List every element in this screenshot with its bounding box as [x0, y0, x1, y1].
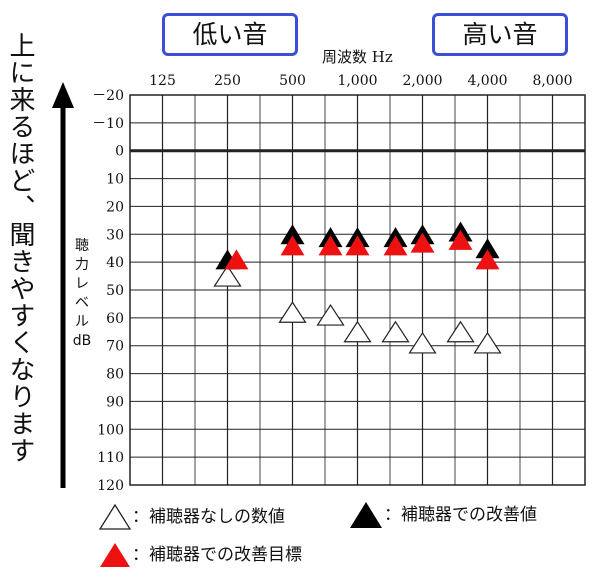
- legend-label-improved-value: ：補聴器での改善値: [384, 505, 537, 525]
- marker-without-hearing-aid: [473, 331, 502, 354]
- legend-label-improvement-target: ：補聴器での改善目標: [132, 545, 302, 565]
- marker-without-hearing-aid: [446, 320, 475, 343]
- y-axis-label: 力: [75, 257, 89, 273]
- y-axis-label: ベ: [75, 295, 89, 311]
- y-tick-label: 70: [106, 339, 124, 355]
- legend-label-without-hearing-aid: ：補聴器なしの数値: [132, 507, 285, 527]
- marker-without-hearing-aid: [408, 331, 437, 354]
- up-arrow-icon: [52, 82, 74, 108]
- legend-item-without-hearing-aid: ：補聴器なしの数値: [98, 502, 285, 531]
- legend-item-improvement-target: ：補聴器での改善目標: [98, 540, 302, 569]
- marker-improvement-target: [383, 235, 408, 256]
- x-tick-label: 1,000: [337, 73, 377, 89]
- y-tick-label: －20: [92, 88, 124, 104]
- x-tick-label: 2,000: [402, 73, 442, 89]
- marker-without-hearing-aid: [381, 320, 410, 343]
- y-tick-label: 10: [106, 172, 124, 188]
- vertical-caption: 上に来るほど、聞きやすくなります: [5, 32, 35, 464]
- marker-improved-value: [475, 238, 500, 259]
- marker-without-hearing-aid: [278, 301, 307, 323]
- y-tick-label: 30: [106, 227, 124, 243]
- marker-improvement-target: [448, 229, 473, 250]
- y-axis-label: 聴: [75, 238, 89, 254]
- marker-without-hearing-aid: [213, 264, 242, 287]
- y-tick-label: 20: [106, 199, 124, 215]
- y-tick-label: 60: [106, 311, 124, 327]
- marker-improvement-target: [345, 235, 370, 256]
- x-tick-label: 250: [214, 73, 241, 89]
- y-tick-label: 80: [106, 367, 124, 383]
- x-tick-label: 500: [279, 73, 306, 89]
- marker-improvement-target: [280, 235, 305, 256]
- y-axis-label: レ: [75, 276, 89, 292]
- red-triangle-icon: [100, 543, 130, 567]
- y-tick-label: －10: [92, 116, 124, 132]
- marker-without-hearing-aid: [343, 320, 372, 343]
- y-tick-label: 40: [106, 255, 124, 271]
- black-triangle-icon: [350, 502, 382, 528]
- y-tick-label: 120: [97, 478, 124, 494]
- high-sound-badge: 高い音: [432, 13, 568, 56]
- marker-improvement-target: [410, 232, 435, 253]
- y-axis-label: dB: [73, 333, 92, 349]
- y-tick-label: 110: [97, 450, 124, 466]
- marker-improvement-target: [224, 249, 249, 270]
- y-tick-label: 0: [115, 144, 124, 160]
- marker-improved-value: [280, 224, 305, 245]
- x-tick-label: 125: [149, 73, 176, 89]
- low-sound-badge: 低い音: [162, 13, 298, 56]
- x-tick-label: 4,000: [467, 73, 507, 89]
- marker-without-hearing-aid: [316, 303, 345, 326]
- y-tick-label: 100: [97, 422, 124, 438]
- open-triangle-icon: [98, 503, 132, 530]
- y-tick-label: 50: [106, 283, 124, 299]
- y-axis-label: ル: [75, 314, 89, 330]
- x-tick-label: 8,000: [532, 73, 572, 89]
- y-tick-label: 90: [106, 394, 124, 410]
- frequency-axis-title: 周波数 Hz: [322, 48, 393, 66]
- marker-improvement-target: [318, 235, 343, 256]
- marker-improvement-target: [475, 249, 500, 270]
- legend-item-improved-value: ：補聴器での改善値: [348, 500, 537, 530]
